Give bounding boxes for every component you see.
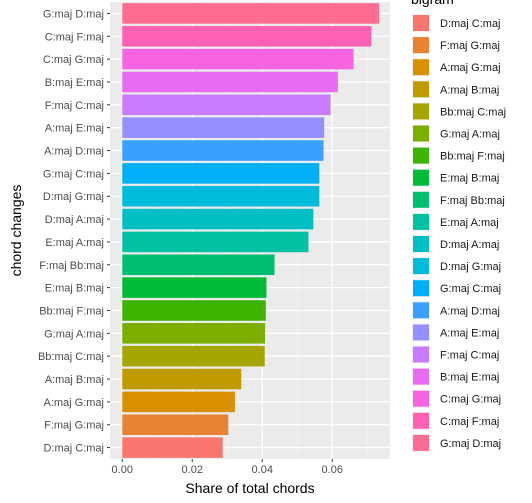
x-tick-label: 0.00 bbox=[112, 464, 133, 476]
bar bbox=[122, 25, 372, 47]
bar bbox=[122, 94, 331, 116]
y-tick-label: G:maj D:maj bbox=[43, 8, 104, 20]
legend-swatch bbox=[413, 390, 429, 407]
y-tick-label: B:maj E:maj bbox=[45, 77, 104, 89]
legend-label: A:maj E:maj bbox=[440, 327, 499, 339]
legend-label: A:maj G:maj bbox=[440, 62, 501, 74]
bar bbox=[122, 437, 223, 458]
y-axis-title: chord changes bbox=[8, 185, 24, 277]
bar bbox=[122, 345, 265, 367]
legend-swatch bbox=[413, 59, 429, 76]
bar bbox=[122, 391, 235, 413]
legend-label: E:maj B:maj bbox=[440, 173, 499, 185]
legend-label: G:maj D:maj bbox=[440, 438, 501, 450]
x-axis-ticks: 0.00 0.02 0.04 0.06 bbox=[112, 459, 343, 476]
legend-swatch bbox=[413, 125, 429, 142]
legend-label: G:maj C:maj bbox=[440, 283, 501, 295]
legend-swatch bbox=[413, 37, 429, 54]
y-tick-label: E:maj A:maj bbox=[45, 237, 104, 249]
legend-label: A:maj D:maj bbox=[440, 305, 500, 317]
y-tick-label: D:maj C:maj bbox=[43, 443, 104, 455]
legend-label: A:maj B:maj bbox=[440, 84, 499, 96]
legend-title: bigram bbox=[411, 0, 454, 7]
legend-label: F:maj C:maj bbox=[440, 350, 499, 362]
bar bbox=[122, 414, 229, 436]
legend-label: Bb:maj C:maj bbox=[440, 106, 506, 118]
legend-swatch bbox=[413, 280, 429, 297]
x-tick-label: 0.04 bbox=[252, 464, 273, 476]
legend-label: D:maj G:maj bbox=[440, 261, 501, 273]
bar bbox=[122, 3, 380, 24]
legend-swatch bbox=[413, 147, 429, 164]
bar bbox=[122, 48, 354, 70]
y-tick-label: D:maj A:maj bbox=[45, 214, 104, 226]
legend-label: F:maj G:maj bbox=[440, 40, 500, 52]
bar bbox=[122, 208, 314, 230]
y-tick-label: A:maj G:maj bbox=[43, 397, 104, 409]
y-tick-label: F:maj C:maj bbox=[45, 100, 104, 112]
legend-swatch bbox=[413, 412, 429, 429]
bar bbox=[122, 163, 320, 184]
y-tick-label: F:maj G:maj bbox=[44, 420, 104, 432]
bar bbox=[122, 117, 325, 138]
plot-panel bbox=[110, 2, 390, 459]
legend-label: D:maj C:maj bbox=[440, 18, 501, 30]
bar bbox=[122, 323, 266, 344]
y-tick-label: G:maj A:maj bbox=[44, 328, 104, 340]
y-tick-label: G:maj C:maj bbox=[43, 168, 104, 180]
legend-swatch bbox=[413, 434, 429, 451]
legend-swatch bbox=[413, 258, 429, 275]
legend-label: C:maj G:maj bbox=[440, 394, 501, 406]
legend-swatch bbox=[413, 346, 429, 363]
legend-label: B:maj E:maj bbox=[440, 372, 499, 384]
legend-swatch bbox=[413, 368, 429, 385]
legend-label: D:maj A:maj bbox=[440, 239, 499, 251]
y-tick-label: A:maj E:maj bbox=[45, 123, 104, 135]
bar bbox=[122, 140, 324, 161]
y-tick-label: A:maj B:maj bbox=[45, 374, 104, 386]
legend-swatch bbox=[413, 302, 429, 319]
y-tick-label: Bb:maj C:maj bbox=[38, 351, 104, 363]
legend-swatch bbox=[413, 324, 429, 341]
legend-swatch bbox=[413, 81, 429, 98]
y-tick-label: A:maj D:maj bbox=[44, 146, 104, 158]
legend-label: G:maj A:maj bbox=[440, 129, 500, 141]
bar bbox=[122, 277, 267, 298]
legend-swatch bbox=[413, 103, 429, 120]
legend-swatch bbox=[413, 15, 429, 31]
legend-swatch bbox=[413, 169, 429, 186]
legend: D:maj C:maj F:maj G:maj A:maj G:maj A:maj B… bbox=[412, 14, 506, 452]
bar bbox=[122, 185, 320, 207]
legend-label: F:maj Bb:maj bbox=[440, 195, 505, 207]
x-axis-title: Share of total chords bbox=[185, 480, 314, 496]
y-axis-ticks: G:maj D:maj C:maj F:maj C:maj G:maj B:maj E… bbox=[38, 8, 110, 455]
bar bbox=[122, 71, 338, 93]
legend-swatch bbox=[413, 191, 429, 208]
y-tick-label: F:maj Bb:maj bbox=[39, 260, 104, 272]
legend-label: Bb:maj F:maj bbox=[440, 151, 505, 163]
y-tick-label: D:maj G:maj bbox=[43, 191, 104, 203]
bar bbox=[122, 300, 266, 321]
legend-label: C:maj F:maj bbox=[440, 416, 499, 428]
bar bbox=[122, 368, 242, 390]
bar bbox=[122, 231, 309, 253]
x-tick-label: 0.02 bbox=[182, 464, 203, 476]
legend-swatch bbox=[413, 236, 429, 252]
x-tick-label: 0.06 bbox=[322, 464, 343, 476]
y-tick-label: C:maj F:maj bbox=[45, 31, 104, 43]
legend-swatch bbox=[413, 213, 429, 230]
bars bbox=[122, 3, 380, 458]
y-tick-label: C:maj G:maj bbox=[43, 54, 104, 66]
bar bbox=[122, 254, 275, 276]
legend-label: E:maj A:maj bbox=[440, 217, 499, 229]
y-tick-label: Bb:maj F:maj bbox=[39, 305, 104, 317]
y-tick-label: E:maj B:maj bbox=[45, 283, 104, 295]
